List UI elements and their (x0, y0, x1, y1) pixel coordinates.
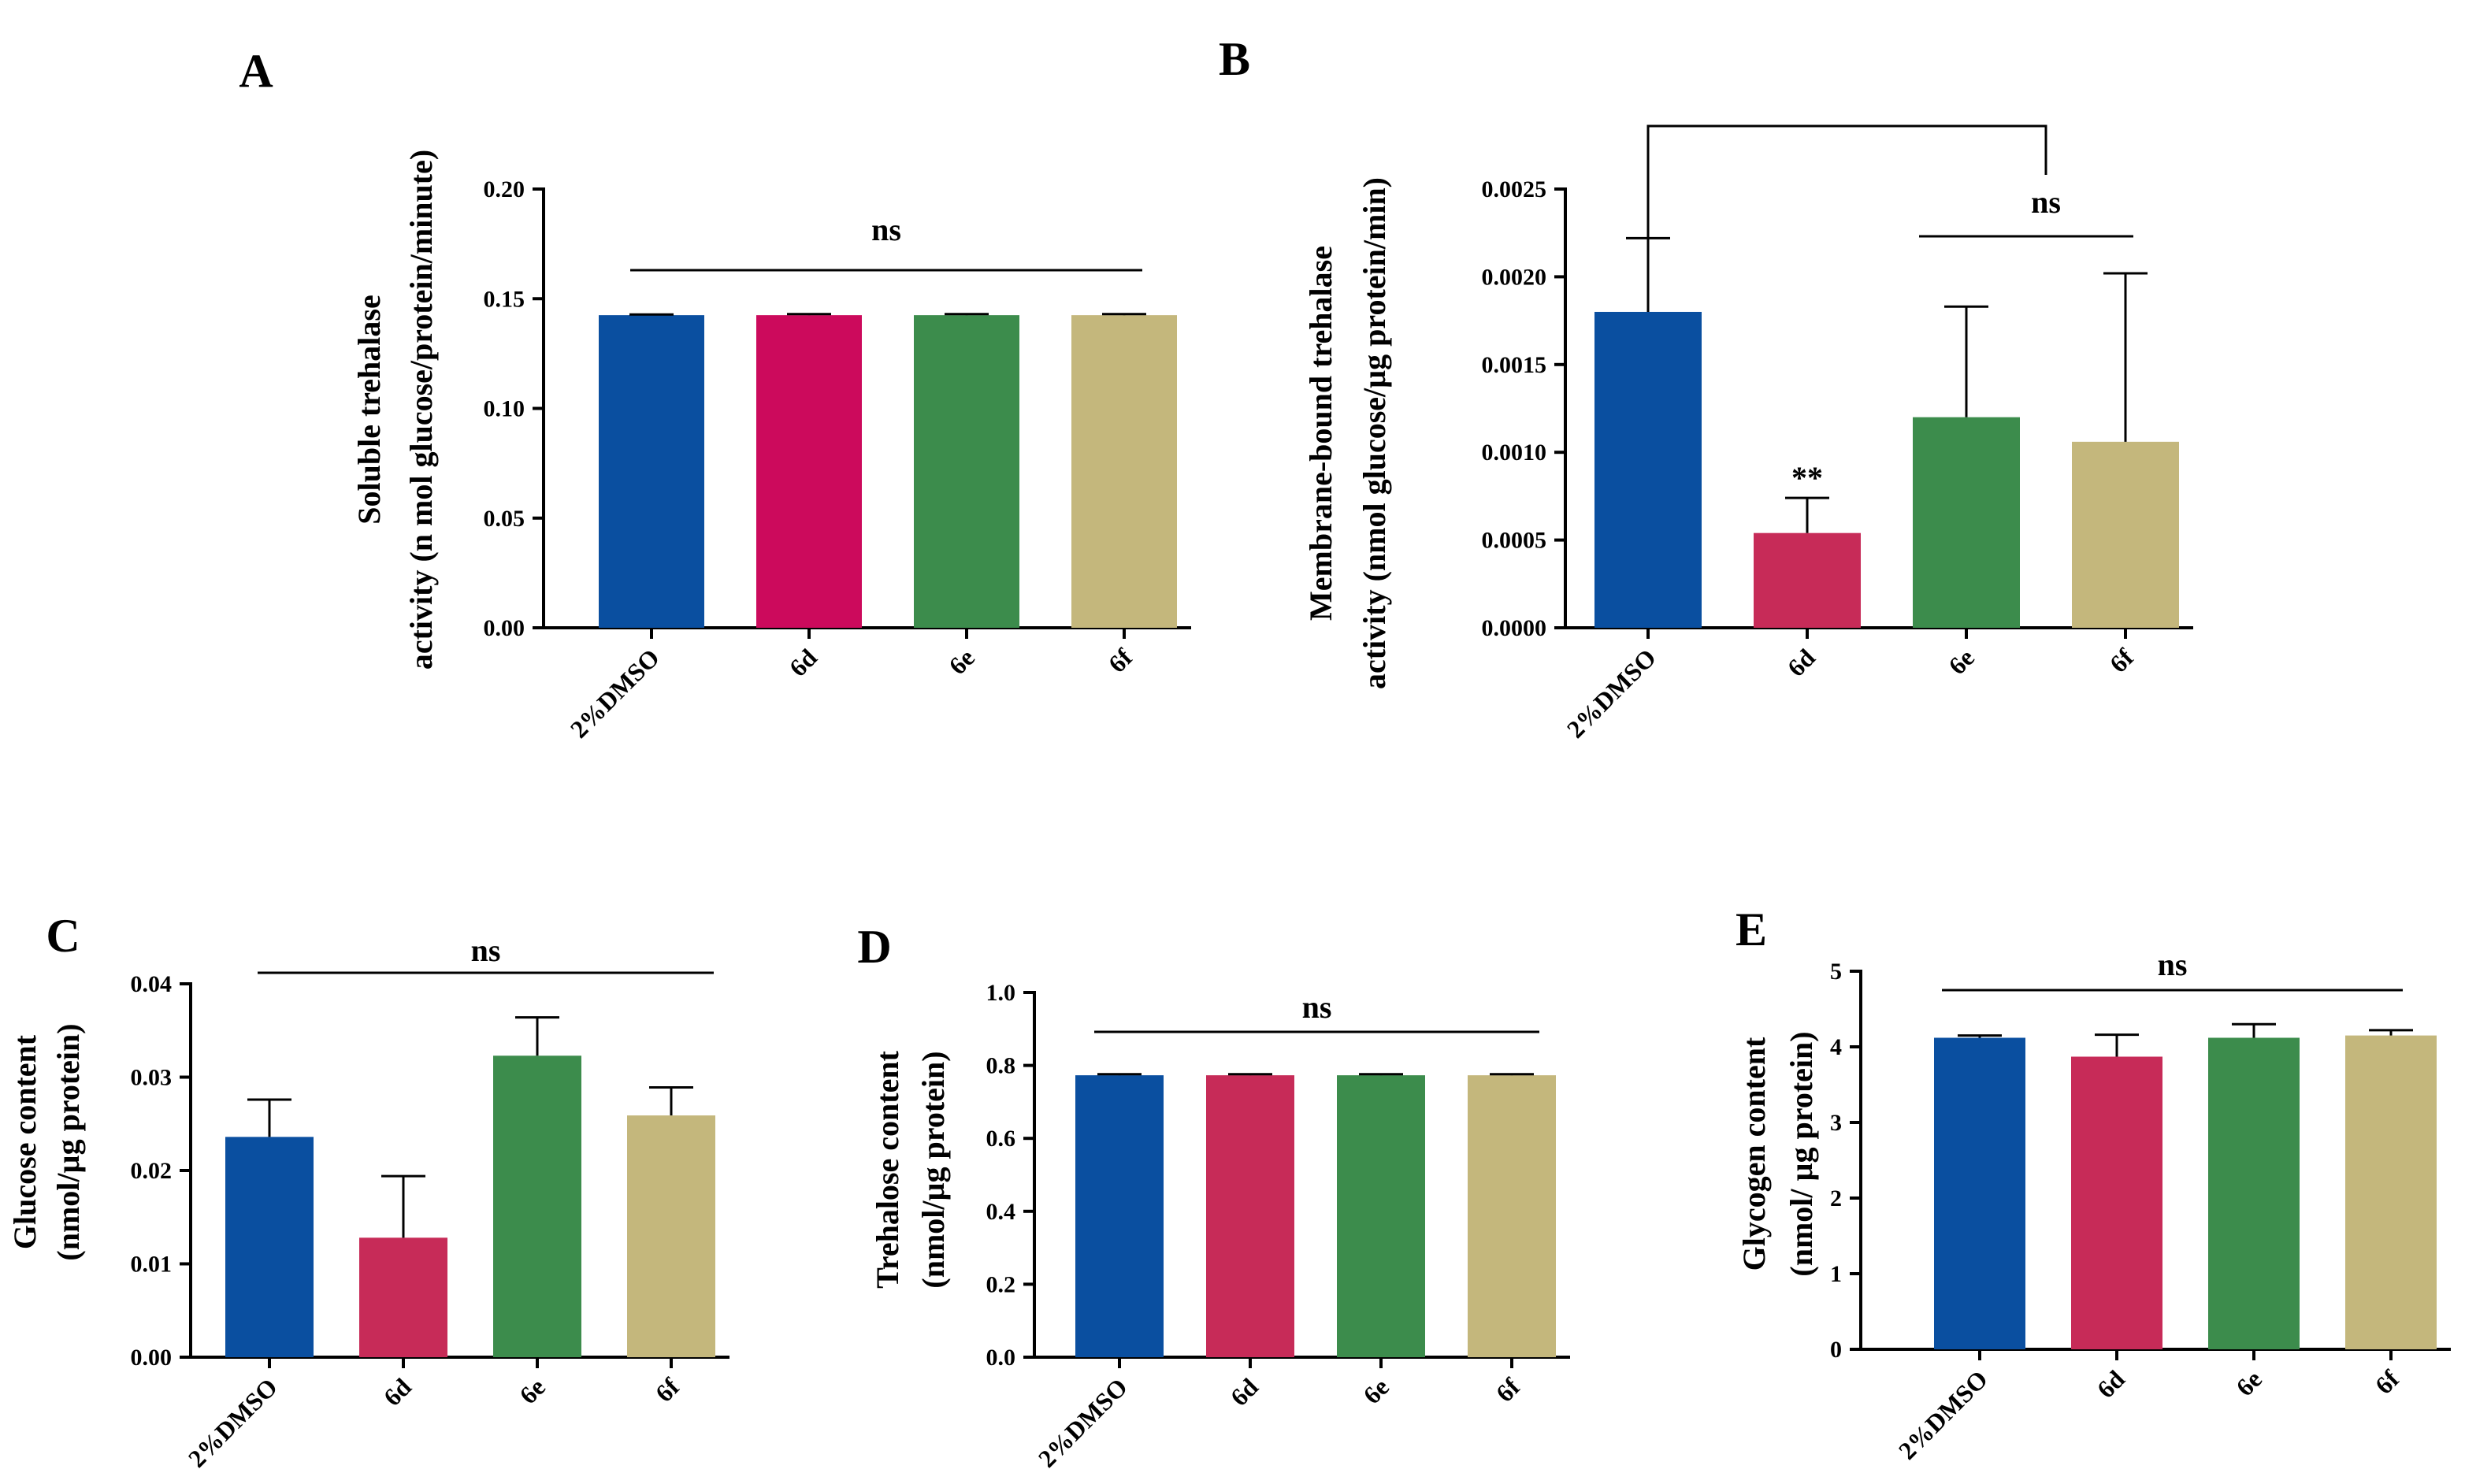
y-axis-label-line-2: (nmol/µg protein) (915, 1051, 951, 1288)
bar-6d (359, 1237, 447, 1357)
bar-2dmso (1075, 1075, 1164, 1357)
significance-label: ns (471, 933, 501, 968)
y-tick-label: 0.02 (131, 1158, 173, 1184)
bar-6e (1337, 1075, 1425, 1357)
bar-6f (2345, 1035, 2437, 1349)
y-tick-label: 0.0000 (1482, 615, 1547, 641)
bar-2dmso (1934, 1037, 2025, 1349)
y-axis-label-line-1: Soluble trehalase (351, 295, 387, 525)
bar-2dmso (1594, 311, 1702, 628)
y-tick-label: 0.0010 (1482, 440, 1547, 466)
panel-letter: E (1736, 903, 1767, 955)
x-tick-label: 2%DMSO (565, 643, 665, 743)
y-tick-label: 3 (1830, 1110, 1842, 1136)
y-tick-label: 0.6 (986, 1126, 1016, 1152)
bar-2dmso (599, 315, 704, 628)
x-tick-label: 6e (1943, 643, 1980, 680)
bar-2dmso (225, 1137, 314, 1357)
x-tick-label: 6f (2370, 1364, 2405, 1400)
x-tick-label: 2%DMSO (1893, 1364, 1993, 1464)
y-axis-label-line-2: activity (nmol glucose/µg protein/min) (1357, 177, 1392, 689)
x-tick-label: 6d (1225, 1372, 1264, 1411)
significance-label: ns (871, 212, 901, 247)
y-tick-label: 4 (1830, 1034, 1842, 1060)
bar-6f (2072, 441, 2179, 628)
y-axis-label-line-2: activity (n mol glucose/protein/minute) (403, 150, 439, 670)
x-tick-label: 2%DMSO (1561, 643, 1661, 743)
x-tick-label: 6f (1103, 643, 1138, 678)
bar-6e (1913, 417, 2020, 628)
panel-b: B Membrane-bound trehalase activity (nmol … (1219, 33, 2193, 744)
y-axis-label-line-1: Glycogen content (1736, 1037, 1772, 1271)
x-tick-label: 2%DMSO (1033, 1372, 1133, 1472)
bar-6f (1071, 315, 1177, 628)
y-tick-label: 0.0025 (1482, 176, 1547, 202)
y-tick-label: 0.0015 (1482, 352, 1547, 378)
x-tick-label: 6d (1782, 643, 1821, 681)
y-tick-label: 0.00 (131, 1345, 173, 1371)
bar-6e (2208, 1037, 2300, 1349)
bar-6d (1754, 532, 1861, 628)
x-tick-label: 6e (1357, 1372, 1394, 1409)
panel-e: E Glycogen content (nmol/ µg protein) 0 1 2 3 4… (1736, 903, 2451, 1465)
x-tick-label: 6d (2092, 1364, 2130, 1403)
x-tick-label: 6f (2104, 643, 2140, 678)
y-tick-label: 0.10 (484, 396, 525, 422)
y-axis-label-line-2: (nmol/µg protein) (50, 1023, 86, 1260)
y-tick-label: 0.8 (986, 1053, 1016, 1079)
bar-6e (493, 1055, 581, 1357)
y-tick-label: 0.03 (131, 1065, 173, 1091)
y-tick-label: 0.00 (484, 615, 525, 641)
y-tick-label: 1.0 (986, 980, 1016, 1006)
x-tick-label: 6f (1491, 1372, 1526, 1408)
panel-letter: A (239, 45, 273, 97)
x-tick-label: 6e (943, 643, 980, 680)
y-tick-label: 2 (1830, 1185, 1842, 1211)
y-tick-label: 0.05 (484, 506, 525, 532)
x-tick-label: 6e (2230, 1364, 2267, 1401)
significance-label: ns (2031, 184, 2061, 220)
panel-letter: D (857, 921, 891, 973)
x-tick-label: 6f (650, 1372, 685, 1408)
y-tick-label: 0.20 (484, 176, 525, 202)
x-tick-label: 6d (378, 1372, 417, 1411)
y-axis-label-line-1: Trehalose content (870, 1050, 905, 1288)
bar-6d (756, 315, 862, 628)
y-tick-label: 5 (1830, 959, 1842, 985)
bar-6f (1468, 1075, 1556, 1357)
y-axis-label-line-2: (nmol/ µg protein) (1784, 1031, 1819, 1276)
bar-6e (914, 315, 1019, 628)
y-axis-label-line-1: Membrane-bound trehalase (1303, 246, 1338, 621)
y-tick-label: 0.0020 (1482, 264, 1547, 290)
bar-6f (627, 1115, 715, 1357)
comparison-bracket (1646, 124, 2047, 239)
y-tick-label: 0.15 (484, 286, 525, 312)
y-tick-label: 0 (1830, 1337, 1842, 1363)
panel-a: A Soluble trehalase activity (n mol glucos… (239, 45, 1191, 744)
y-tick-label: 0.0 (986, 1345, 1016, 1371)
x-tick-label: 2%DMSO (183, 1372, 283, 1472)
y-tick-label: 1 (1830, 1261, 1842, 1287)
y-tick-label: 0.4 (986, 1199, 1016, 1225)
bar-6d (2071, 1056, 2162, 1349)
y-axis-label-line-1: Glucose content (7, 1034, 43, 1249)
panel-d: D Trehalose content (nmol/µg protein) 0.0 0.… (857, 921, 1570, 1473)
bar-6d (1206, 1075, 1294, 1357)
significance-label: ns (1302, 989, 1332, 1025)
significance-label: ns (2158, 947, 2188, 982)
panel-letter: B (1219, 33, 1250, 85)
panel-c: C Glucose content (nmol/µg protein) 0.00 0.0… (7, 910, 729, 1473)
y-tick-label: 0.01 (131, 1252, 173, 1278)
y-tick-label: 0.0005 (1482, 528, 1547, 554)
significance-stars: ** (1791, 460, 1823, 495)
x-tick-label: 6e (514, 1372, 551, 1409)
y-tick-label: 0.2 (986, 1271, 1016, 1297)
panel-letter: C (46, 910, 80, 962)
y-tick-label: 0.04 (131, 971, 173, 997)
x-tick-label: 6d (784, 643, 822, 681)
